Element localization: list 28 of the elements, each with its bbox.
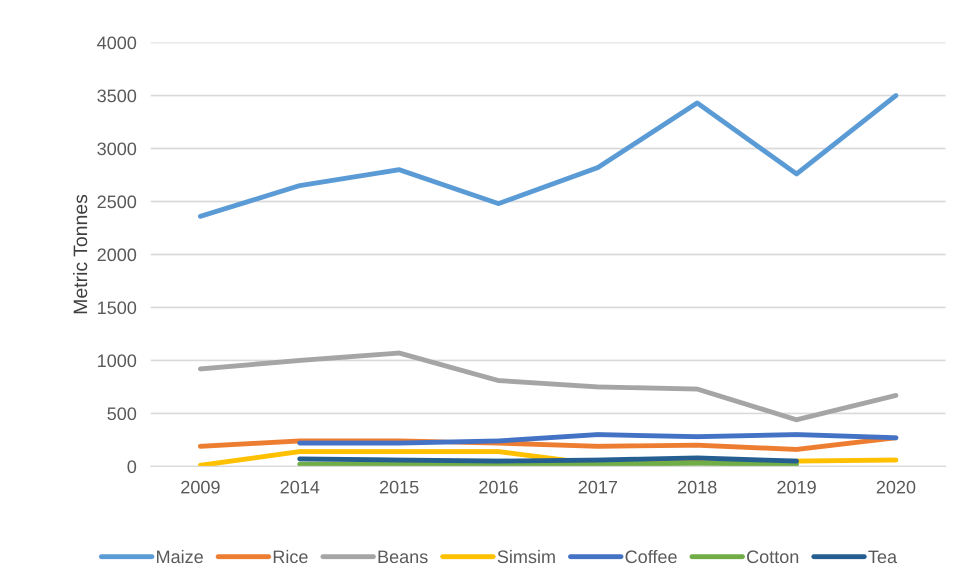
legend-label: Coffee [626,550,677,564]
y-tick-label: 2000 [98,248,136,262]
legend-label: Beans [378,550,428,564]
x-tick-label: 2017 [578,480,618,494]
y-tick-label: 1000 [98,354,136,368]
legend-label: Maize [157,550,203,564]
y-tick-label: 1500 [98,301,136,314]
legend-label: Tea [868,550,898,564]
x-tick-label: 2016 [479,480,518,494]
x-tick-label: 2019 [777,480,816,494]
y-tick-label: 2500 [98,195,136,208]
line-series [198,350,898,422]
x-tick-label: 2015 [380,480,418,494]
legend-label: Rice [274,550,308,564]
x-tick-label: 2018 [678,480,716,494]
y-tick-label: 500 [107,407,136,420]
x-tick-label: 2020 [876,480,916,494]
x-tick-label: 2009 [181,480,220,494]
legend-label: Cotton [747,550,798,564]
y-tick-label: 4000 [97,36,136,50]
y-axis-title: Metric Tonnes [72,194,88,314]
y-tick-label: 0 [127,460,136,474]
legend-label: Simsim [498,550,555,564]
line-series [198,93,898,219]
y-tick-label: 3500 [97,89,136,102]
x-tick-label: 2014 [280,480,320,494]
line-series [297,432,898,446]
y-tick-label: 3000 [97,142,136,156]
